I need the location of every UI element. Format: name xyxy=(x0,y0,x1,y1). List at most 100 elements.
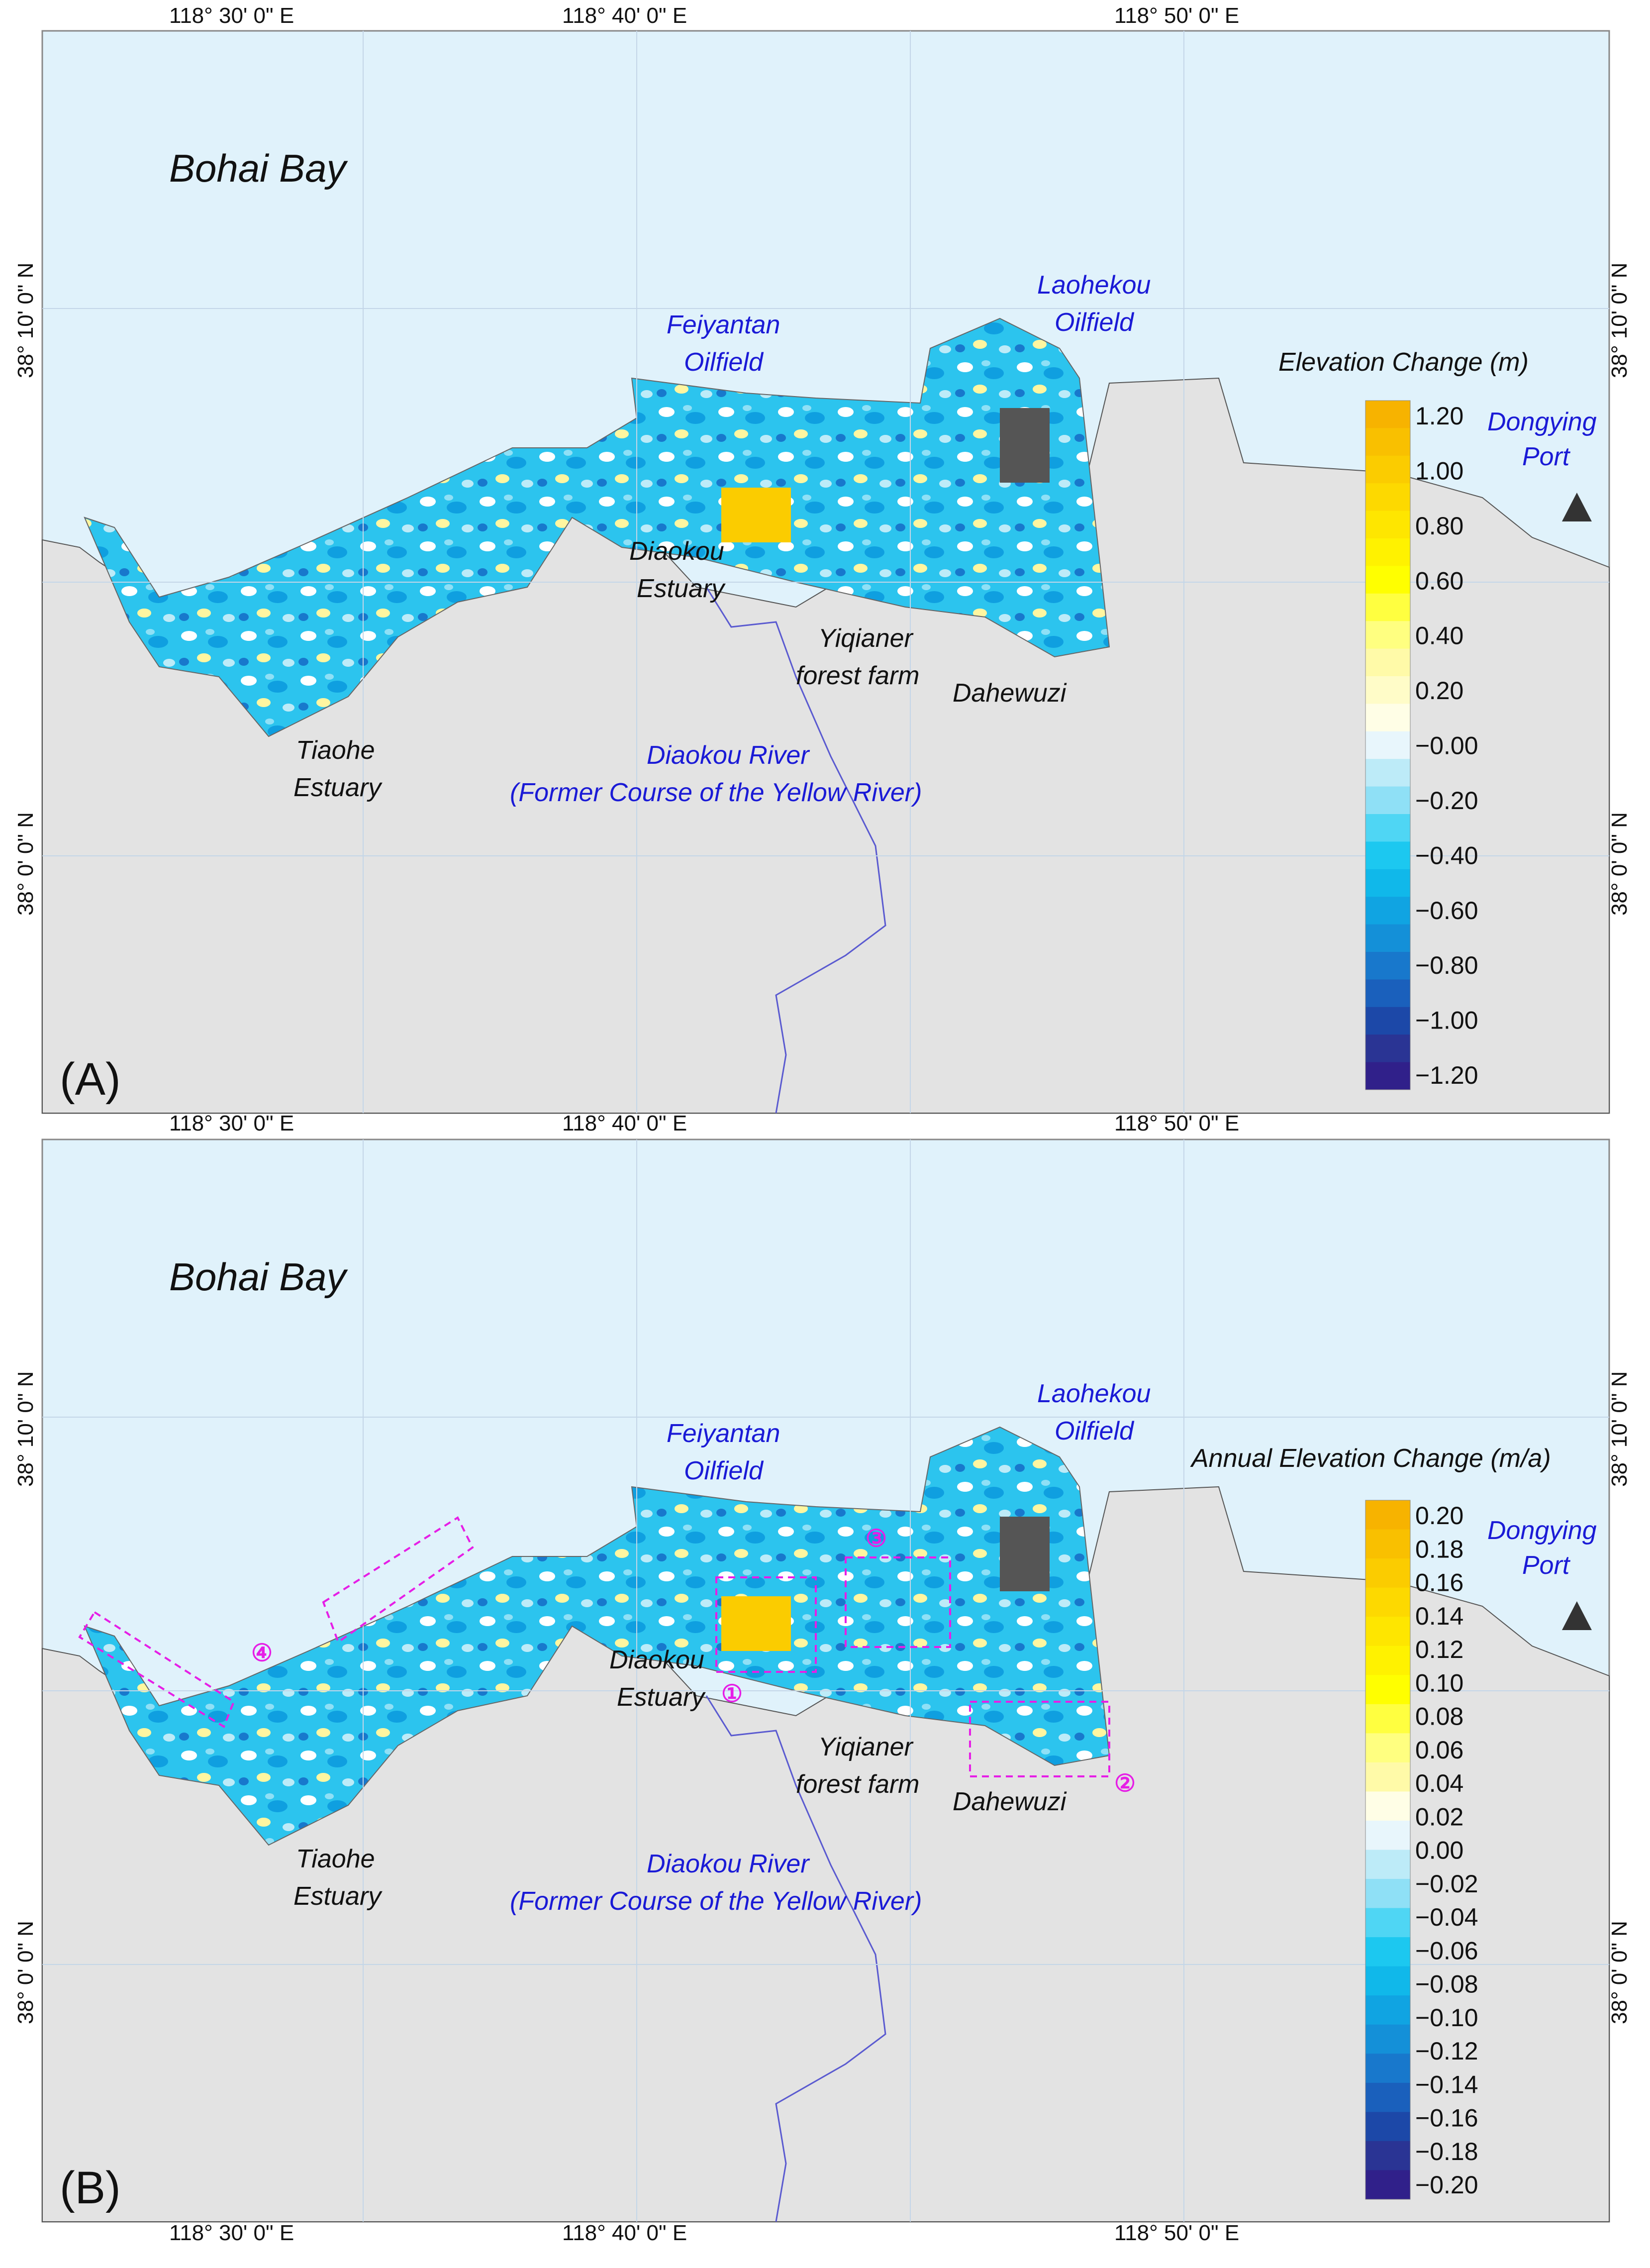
panel-b-study-area xyxy=(84,1426,1110,1846)
legend-swatch xyxy=(1365,814,1410,842)
lon-label-a-1: 118° 30' 0" E xyxy=(169,3,294,28)
legend-tick-label: −0.12 xyxy=(1415,2037,1478,2065)
legend-swatch xyxy=(1365,401,1410,428)
feiyantan-label-b-2: Oilfield xyxy=(684,1456,764,1485)
zone-boxes xyxy=(78,1516,1110,1777)
zone-box-4b xyxy=(322,1516,474,1644)
legend-swatch xyxy=(1365,897,1410,925)
laohekou-label-b-1: Laohekou xyxy=(1037,1379,1151,1408)
yiqianer-label-b-2: forest farm xyxy=(796,1770,920,1799)
legend-swatch xyxy=(1365,1034,1410,1063)
dahewuzi-label-b: Dahewuzi xyxy=(953,1787,1067,1816)
legend-swatch xyxy=(1365,428,1410,456)
river-label-a-1: Diaokou River xyxy=(647,741,810,770)
feiyantan-label-a-1: Feiyantan xyxy=(667,310,780,339)
legend-swatch xyxy=(1365,979,1410,1008)
bohai-bay-label-a: Bohai Bay xyxy=(169,146,348,190)
legend-tick-label: 0.20 xyxy=(1415,677,1463,705)
tiaohe-label-a-2: Estuary xyxy=(293,773,383,802)
legend-swatch xyxy=(1365,1007,1410,1035)
legend-swatch xyxy=(1365,621,1410,649)
infrastructure-block-b xyxy=(1000,1517,1050,1591)
legend-tick-label: −0.02 xyxy=(1415,1870,1478,1898)
lon-label-b-1: 118° 30' 0" E xyxy=(169,2221,294,2245)
lat-label-b-1: 38° 10' 0" N xyxy=(13,1371,38,1487)
lat-label-a-2: 38° 0' 0" N xyxy=(13,812,38,916)
yiqianer-label-b-1: Yiqianer xyxy=(818,1733,914,1761)
legend-swatch xyxy=(1365,759,1410,787)
diaokou-estuary-label-a-2: Estuary xyxy=(637,574,726,603)
panel-b xyxy=(41,1138,1610,2223)
legend-swatch xyxy=(1365,841,1410,870)
zone-label-4: ④ xyxy=(251,1640,273,1666)
legend-tick-label: −0.40 xyxy=(1415,841,1478,869)
port-triangle-icon-a xyxy=(1562,493,1592,521)
legend-swatch xyxy=(1365,2170,1410,2200)
legend-swatch xyxy=(1365,2082,1410,2112)
legend-frame xyxy=(1365,400,1411,1090)
legend-tick-label: 0.60 xyxy=(1415,567,1463,595)
legend-tick-label: 1.00 xyxy=(1415,457,1463,485)
lat-label-b-right-1: 38° 10' 0" N xyxy=(1607,1371,1632,1487)
legend-tick-label: 1.20 xyxy=(1415,402,1463,430)
legend-swatch xyxy=(1365,455,1410,484)
lon-label-a-bottom-1: 118° 30' 0" E xyxy=(169,1111,294,1135)
gridlines-a xyxy=(42,31,1609,1113)
legend-swatch xyxy=(1365,704,1410,732)
legend-swatch xyxy=(1365,2054,1410,2083)
legend-tick-label: 0.00 xyxy=(1415,1837,1463,1864)
legend-tick-label: −1.00 xyxy=(1415,1007,1478,1034)
legend-tick-label: −0.08 xyxy=(1415,1970,1478,1998)
legend-swatch xyxy=(1365,648,1410,677)
diaokou-yellow-zone-a xyxy=(721,488,791,542)
legend-swatch xyxy=(1365,1850,1410,1879)
tiaohe-label-b-1: Tiaohe xyxy=(296,1845,375,1873)
legend-swatch xyxy=(1365,731,1410,759)
lat-label-a-right-1: 38° 10' 0" N xyxy=(1607,263,1632,378)
legend-tick-label: 0.04 xyxy=(1415,1769,1463,1797)
legend-swatch xyxy=(1365,1558,1410,1588)
panel-a xyxy=(41,30,1610,1114)
legend-tick-label: 0.06 xyxy=(1415,1736,1463,1764)
legend-tick-label: −0.06 xyxy=(1415,1937,1478,1964)
lon-label-a-bottom-2: 118° 40' 0" E xyxy=(562,1111,687,1135)
feiyantan-label-b-1: Feiyantan xyxy=(667,1419,780,1448)
legend-swatch xyxy=(1365,1791,1410,1821)
legend-swatch xyxy=(1365,2024,1410,2054)
legend-swatch xyxy=(1365,538,1410,566)
yiqianer-label-a-1: Yiqianer xyxy=(818,624,914,653)
panel-a-letter: (A) xyxy=(60,1054,121,1105)
legend-tick-label: −0.80 xyxy=(1415,951,1478,979)
dongying-label-a-1: Dongying xyxy=(1487,408,1597,436)
lon-label-a-2: 118° 40' 0" E xyxy=(562,3,687,28)
legend-tick-label: 0.10 xyxy=(1415,1669,1463,1697)
dongying-label-a-2: Port xyxy=(1522,442,1571,471)
legend-title-b: Annual Elevation Change (m/a) xyxy=(1190,1444,1551,1473)
legend-tick-label: 0.20 xyxy=(1415,1502,1463,1530)
legend-swatch xyxy=(1365,952,1410,980)
zone-box-1 xyxy=(715,1576,817,1673)
legend-ticks-a: 1.20 1.00 0.80 0.60 0.40 0.20 −0.00 −0.20 −0.40 −… xyxy=(1415,402,1478,1089)
legend-tick-label: −0.18 xyxy=(1415,2138,1478,2165)
legend-tick-label: −0.60 xyxy=(1415,897,1478,925)
lon-label-b-2: 118° 40' 0" E xyxy=(562,2221,687,2245)
panel-a-study-area xyxy=(84,317,1110,737)
lon-label-a-bottom-3: 118° 50' 0" E xyxy=(1114,1111,1239,1135)
legend-tick-label: 0.40 xyxy=(1415,622,1463,650)
legend-swatch xyxy=(1365,1675,1410,1705)
tiaohe-label-a-1: Tiaohe xyxy=(296,736,375,765)
zone-label-2: ② xyxy=(1114,1770,1136,1797)
laohekou-label-a-1: Laohekou xyxy=(1037,271,1151,300)
lat-label-a-right-2: 38° 0' 0" N xyxy=(1607,812,1632,916)
legend-tick-label: −0.16 xyxy=(1415,2104,1478,2132)
legend-swatch xyxy=(1365,1762,1410,1792)
dongying-label-b-1: Dongying xyxy=(1487,1516,1597,1545)
legend-tick-label: −1.20 xyxy=(1415,1061,1478,1089)
lat-label-b-right-2: 38° 0' 0" N xyxy=(1607,1921,1632,2024)
laohekou-label-b-2: Oilfield xyxy=(1055,1417,1135,1445)
feiyantan-label-a-2: Oilfield xyxy=(684,348,764,377)
legend-tick-label: 0.16 xyxy=(1415,1569,1463,1597)
panel-b-letter: (B) xyxy=(60,2163,121,2213)
legend-swatch xyxy=(1365,1733,1410,1763)
